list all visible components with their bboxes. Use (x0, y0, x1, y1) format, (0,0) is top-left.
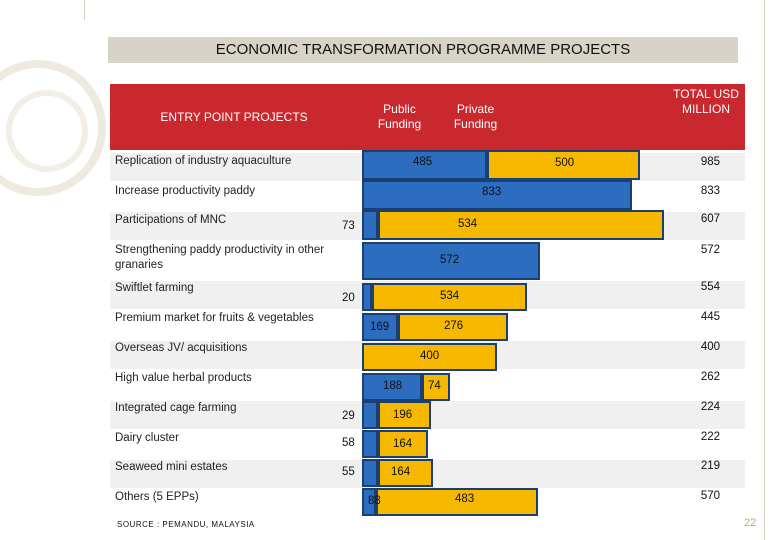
row-label: Others (5 EPPs) (115, 491, 199, 503)
header-cell-gap (593, 84, 671, 150)
source-note: SOURCE : PEMANDU, MALAYSIA (117, 520, 255, 529)
total-value-label: 219 (700, 460, 720, 472)
public-value-label: 188 (383, 380, 403, 392)
private-funding-bar (378, 430, 428, 458)
private-funding-bar (378, 210, 664, 240)
table-header: ENTRY POINT PROJECTS Public Funding Priv… (110, 84, 746, 150)
private-value-label: 400 (420, 350, 440, 362)
total-value-label: 262 (700, 371, 720, 383)
header-entry-label: ENTRY POINT PROJECTS (160, 110, 308, 124)
header-private-label: Private Funding (453, 102, 498, 131)
row-label: Integrated cage farming (115, 402, 237, 414)
total-value-label: 833 (700, 185, 720, 197)
public-value-label: 55 (342, 466, 355, 478)
total-value-label: 224 (700, 401, 720, 413)
private-value-label: 483 (455, 493, 475, 505)
public-funding-bar (362, 459, 378, 487)
row-label: Participations of MNC (115, 214, 227, 226)
total-value-label: 400 (700, 341, 720, 353)
header-cell-public (358, 84, 489, 150)
private-value-label: 74 (428, 380, 441, 392)
decorative-circle (0, 60, 106, 196)
total-value-label: 570 (700, 490, 720, 502)
private-value-label: 534 (458, 218, 478, 230)
row-label: Overseas JV/ acquisitions (115, 342, 248, 354)
row-label: Seaweed mini estates (115, 461, 228, 473)
private-funding-bar (398, 313, 508, 341)
public-value-label: 29 (342, 410, 355, 422)
total-value-label: 554 (700, 281, 720, 293)
row-label: Dairy cluster (115, 432, 179, 444)
public-funding-bar (362, 180, 632, 210)
private-funding-bar (376, 488, 538, 516)
header-cell-private-a (488, 84, 519, 150)
public-value-label: 88 (368, 495, 381, 507)
total-value-label: 572 (700, 244, 720, 256)
page-number: 22 (744, 517, 757, 529)
private-funding-bar (487, 150, 640, 180)
private-value-label: 500 (555, 157, 575, 169)
total-value-label: 607 (700, 213, 720, 225)
public-funding-bar (362, 313, 398, 341)
public-funding-bar (362, 210, 378, 240)
private-value-label: 534 (440, 290, 460, 302)
public-funding-bar (362, 430, 378, 458)
row-label: Increase productivity paddy (115, 185, 255, 197)
row-label: Replication of industry aquaculture (115, 155, 292, 167)
private-value-label: 196 (393, 409, 413, 421)
chart-title: ECONOMIC TRANSFORMATION PROGRAMME PROJEC… (108, 37, 738, 63)
total-value-label: 985 (700, 156, 720, 168)
private-funding-bar (362, 343, 497, 371)
decorative-circle-inner (6, 90, 88, 172)
private-funding-bar (422, 373, 450, 401)
public-value-label: 20 (342, 292, 355, 304)
slide-frame (84, 0, 780, 20)
private-value-label: 164 (391, 466, 411, 478)
public-funding-bar (362, 242, 540, 280)
public-funding-bar (362, 401, 378, 429)
header-public-label: Public Funding (377, 102, 422, 131)
header-total-label: TOTAL USD MILLION (673, 87, 739, 116)
private-funding-bar (378, 401, 431, 429)
row-label: Strengthening paddy productivity in othe… (115, 244, 325, 271)
public-value-label: 58 (342, 437, 355, 449)
header-cell-entry (110, 84, 359, 150)
private-value-label: 164 (393, 438, 413, 450)
header-cell-private-b (518, 84, 594, 150)
total-value-label: 222 (700, 431, 720, 443)
row-label: Swiftlet farming (115, 282, 194, 294)
row-label: Premium market for fruits & vegetables (115, 312, 314, 324)
header-cell-total (670, 84, 746, 150)
total-value-label: 445 (700, 311, 720, 323)
public-value-label: 169 (370, 321, 390, 333)
public-value-label: 833 (482, 186, 502, 198)
public-value-label: 73 (342, 220, 355, 232)
public-funding-bar (362, 373, 422, 401)
public-funding-bar (362, 283, 372, 311)
slide-right-rule (764, 0, 765, 540)
public-value-label: 572 (440, 254, 460, 266)
private-funding-bar (372, 283, 527, 311)
public-funding-bar (362, 488, 376, 516)
private-funding-bar (378, 459, 433, 487)
public-value-label: 485 (413, 156, 433, 168)
private-value-label: 276 (444, 320, 464, 332)
public-funding-bar (362, 150, 487, 180)
row-label: High value herbal products (115, 372, 252, 384)
